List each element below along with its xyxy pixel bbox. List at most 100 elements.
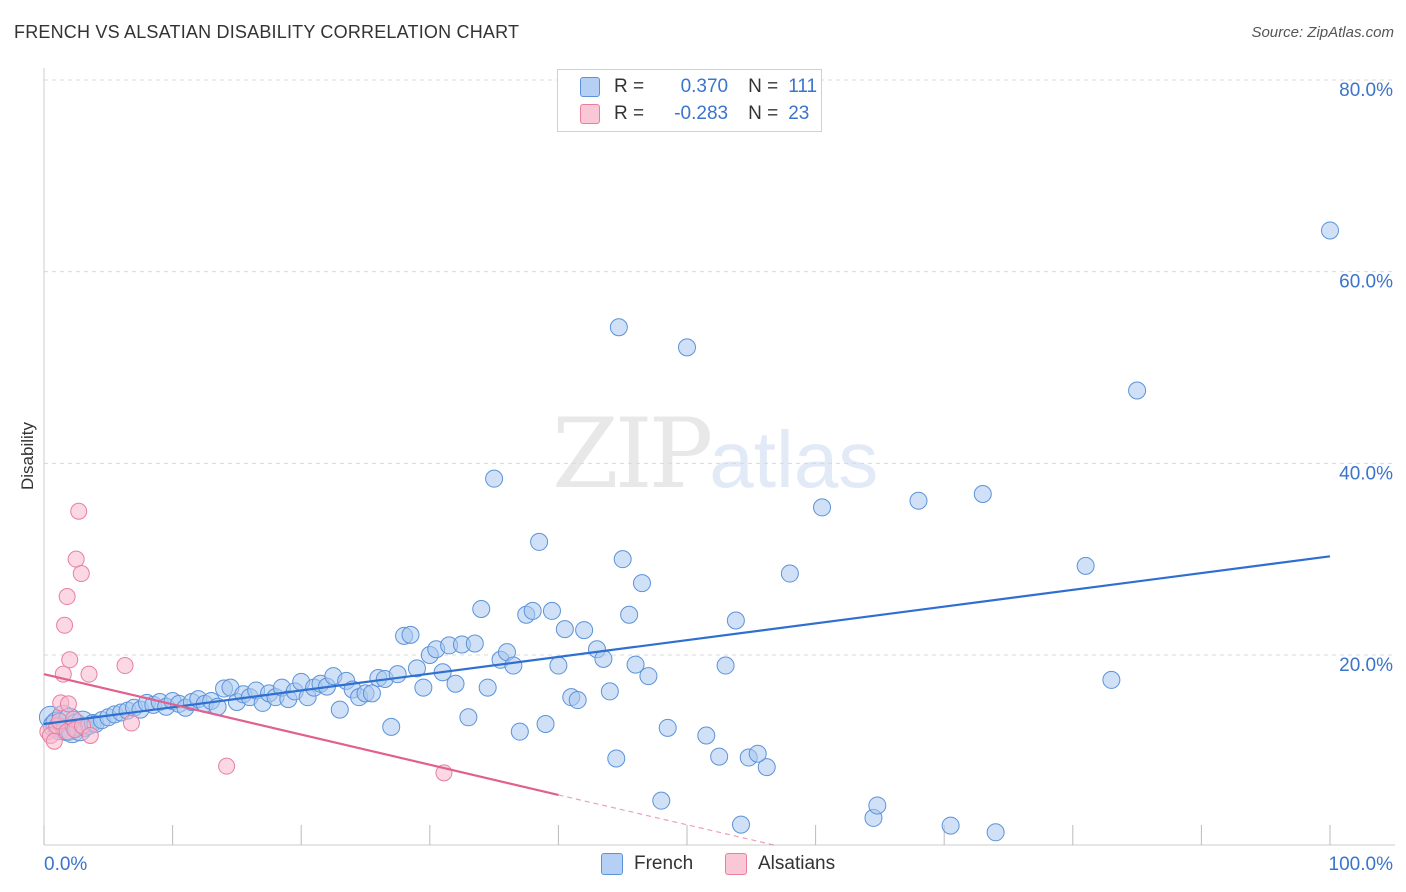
french-point (748, 744, 767, 763)
x-tick-label: 0.0% (44, 854, 87, 875)
alsatian-point (70, 502, 88, 520)
french-point (382, 717, 401, 736)
french-point (600, 682, 619, 701)
y-tick-label: 60.0% (1339, 272, 1393, 293)
french-point (575, 621, 594, 640)
french-point (780, 564, 799, 583)
french-point (504, 656, 523, 675)
french-point (465, 634, 484, 653)
french-point (1128, 381, 1147, 400)
alsatian-point (116, 657, 134, 675)
y-tick-label: 80.0% (1339, 80, 1393, 101)
alsatian-swatch (580, 104, 600, 124)
alsatian-point (81, 727, 99, 744)
french-point (613, 550, 632, 569)
french-point (542, 601, 561, 620)
french-r-value: 0.370 (680, 76, 729, 97)
french-point (609, 318, 628, 337)
alsatian-point (80, 665, 98, 683)
x-tick-label: 100.0% (1329, 854, 1394, 875)
french-point (658, 718, 677, 737)
alsatian-trend-extension (558, 794, 778, 847)
french-point (909, 491, 928, 510)
french-point (813, 498, 832, 517)
french-point (652, 791, 671, 810)
french-point (716, 656, 735, 675)
y-tick-label: 20.0% (1339, 655, 1393, 676)
french-point (710, 747, 729, 766)
french-point (446, 674, 465, 693)
french-n-value: 111 (788, 76, 818, 97)
french-legend-label: French (634, 853, 694, 874)
french-point (632, 574, 651, 593)
french-point (472, 600, 491, 618)
french-point (726, 611, 745, 630)
alsatian-point (67, 550, 85, 568)
french-point (401, 625, 420, 644)
french-point (555, 620, 574, 639)
source-label: Source: ZipAtlas.com (1251, 24, 1394, 41)
r-label: R = (614, 76, 645, 97)
gridlines (44, 79, 1395, 656)
french-point (732, 815, 751, 834)
r-label: R = (614, 103, 645, 124)
french-trend-line (43, 555, 1331, 726)
french-swatch (580, 77, 600, 97)
french-point (1076, 556, 1095, 575)
french-point (485, 469, 504, 488)
french-point (568, 691, 587, 710)
french-point (478, 678, 497, 697)
legend-row-french: R = 0.370 N = 111 (580, 74, 817, 100)
french-points (38, 221, 1339, 842)
french-point (407, 659, 426, 678)
n-label: N = (748, 103, 779, 124)
french-point (1102, 670, 1121, 689)
alsatian-point (61, 651, 79, 669)
alsatian-point (56, 616, 74, 634)
french-point (607, 749, 626, 768)
tick-labels: 20.0% 40.0% 60.0% 80.0% 0.0% 100.0% (44, 80, 1393, 875)
alsatian-points (39, 502, 453, 782)
french-point (414, 678, 433, 697)
alsatian-n-value: 23 (788, 103, 810, 124)
alsatian-point (72, 565, 90, 583)
legend-row-alsatians: R = -0.283 N = 23 (580, 101, 809, 127)
bottom-legend-french: French (601, 851, 693, 877)
french-point (536, 715, 555, 733)
french-point (330, 700, 349, 719)
french-point (523, 601, 542, 620)
french-point (757, 758, 776, 777)
alsatian-legend-swatch (725, 853, 747, 875)
axes (43, 68, 1395, 846)
french-point (459, 708, 478, 727)
french-point (362, 684, 381, 703)
french-point (868, 796, 887, 815)
french-point (941, 816, 960, 835)
french-point (678, 338, 696, 357)
alsatian-trend-line (43, 673, 559, 796)
french-point (639, 667, 658, 686)
correlation-legend: R = 0.370 N = 111 R = -0.283 N = 23 (557, 69, 822, 132)
french-point (986, 823, 1005, 842)
french-point (510, 722, 529, 741)
alsatian-legend-label: Alsatians (758, 853, 836, 874)
alsatian-point (218, 757, 236, 775)
french-point (530, 532, 549, 551)
y-tick-label: 40.0% (1339, 463, 1393, 484)
french-point (388, 665, 407, 684)
alsatian-point (59, 695, 77, 713)
bottom-legend-alsatians: Alsatians (725, 851, 835, 877)
french-point (973, 485, 992, 503)
french-point (1321, 221, 1339, 240)
watermark: ZIPatlas (552, 398, 879, 510)
french-point (626, 655, 645, 674)
french-point (549, 656, 568, 675)
alsatian-point (122, 714, 140, 732)
french-point (620, 605, 639, 624)
chart-title: FRENCH VS ALSATIAN DISABILITY CORRELATIO… (14, 22, 520, 42)
french-legend-swatch (601, 853, 623, 875)
alsatian-point (58, 588, 76, 606)
trend-lines (43, 555, 1331, 847)
french-point (697, 726, 716, 745)
